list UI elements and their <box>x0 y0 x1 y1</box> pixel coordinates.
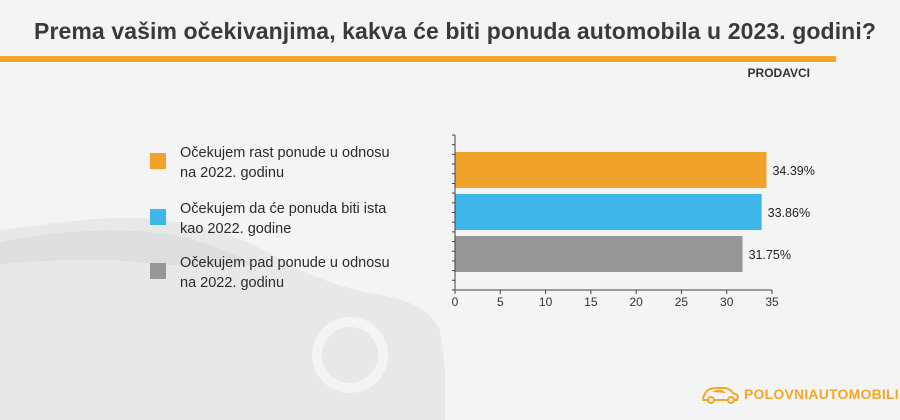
brand-logo: POLOVNIAUTOMOBILI <box>700 382 899 408</box>
x-tick-label: 0 <box>452 295 459 309</box>
bar-1 <box>455 194 762 230</box>
x-tick-label: 15 <box>584 295 598 309</box>
x-tick-label: 25 <box>675 295 689 309</box>
data-label-1: 33.86% <box>768 206 810 220</box>
title-underline <box>0 56 836 62</box>
bar-0 <box>455 152 767 188</box>
chart-subtitle: PRODAVCI <box>747 66 810 80</box>
x-tick-label: 35 <box>765 295 779 309</box>
legend-label: Očekujem pad ponude u odnosu na 2022. go… <box>180 255 390 291</box>
legend-swatch-orange <box>150 153 166 169</box>
brand-logo-text: POLOVNIAUTOMOBILI <box>744 386 899 402</box>
car-silhouette-icon <box>0 217 445 420</box>
bar-2 <box>455 236 743 272</box>
car-logo-icon <box>702 387 739 404</box>
legend-label: Očekujem da će ponuda biti ista kao 2022… <box>180 201 387 237</box>
legend-swatch-blue <box>150 209 166 225</box>
x-tick-label: 30 <box>720 295 734 309</box>
x-tick-label: 20 <box>629 295 643 309</box>
legend-swatch-gray <box>150 263 166 279</box>
x-tick-label: 10 <box>539 295 553 309</box>
legend-label: Očekujem rast ponude u odnosu na 2022. g… <box>180 145 390 181</box>
chart-title: Prema vašim očekivanjima, kakva će biti … <box>34 18 876 44</box>
data-label-0: 34.39% <box>772 164 814 178</box>
data-label-2: 31.75% <box>749 248 791 262</box>
x-tick-label: 5 <box>497 295 504 309</box>
